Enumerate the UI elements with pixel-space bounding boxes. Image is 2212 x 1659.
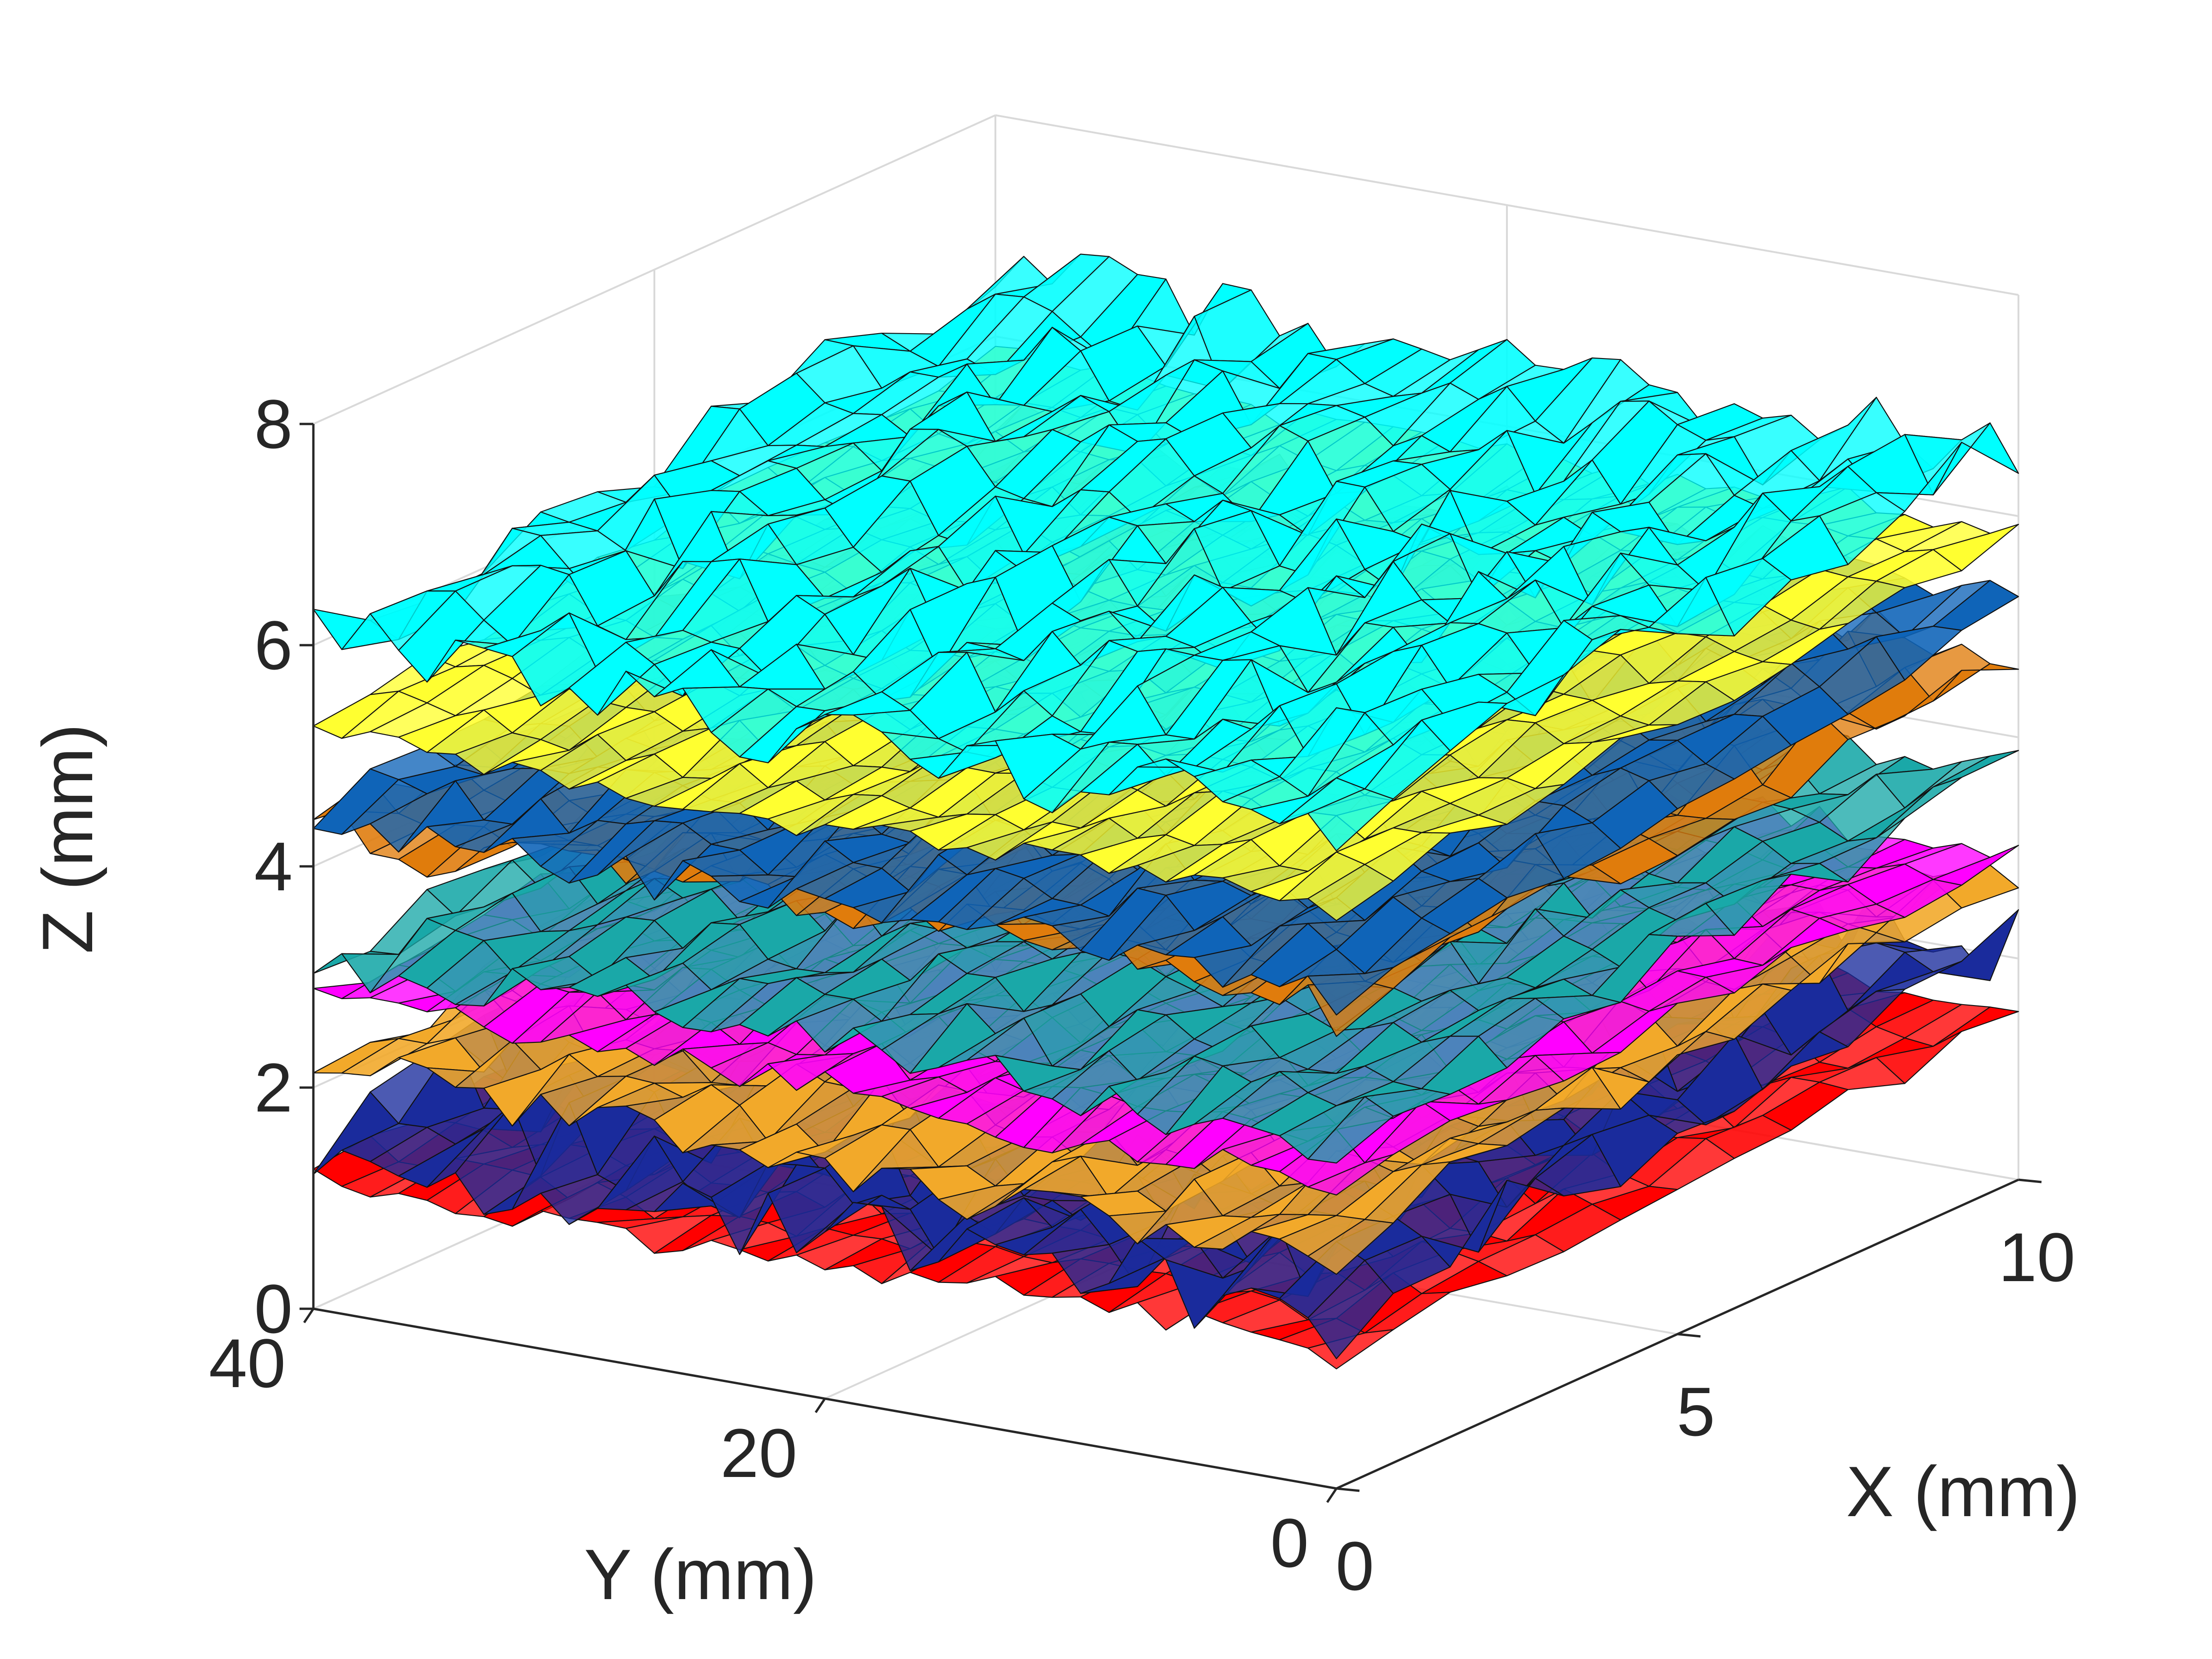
x-tick-label: 5 bbox=[1677, 1373, 1715, 1450]
surface-cell bbox=[1307, 788, 1394, 852]
surface-9 bbox=[312, 253, 2019, 852]
y-tick bbox=[303, 1308, 315, 1324]
surface-cell bbox=[1307, 1329, 1394, 1370]
surface-cell bbox=[1307, 864, 1394, 921]
surface-cell bbox=[1307, 1096, 1394, 1164]
z-tick-label: 6 bbox=[254, 606, 293, 684]
surface-cell bbox=[1307, 967, 1394, 1016]
axis-layer bbox=[300, 423, 2042, 1503]
x-tick bbox=[1677, 1333, 1701, 1338]
surface-cell bbox=[1307, 1259, 1394, 1359]
x-tick bbox=[2018, 1178, 2042, 1183]
surface-layer bbox=[312, 253, 2019, 1370]
x-tick bbox=[1336, 1487, 1360, 1492]
z-tick-label: 2 bbox=[254, 1049, 293, 1126]
y-axis-label: Y (mm) bbox=[584, 1535, 817, 1614]
z-tick-label: 8 bbox=[254, 385, 293, 463]
y-tick-label: 0 bbox=[1271, 1504, 1309, 1582]
z-tick-label: 4 bbox=[254, 828, 293, 905]
y-tick-label: 40 bbox=[209, 1324, 286, 1402]
x-tick-label: 0 bbox=[1335, 1527, 1374, 1605]
surface-cell bbox=[1307, 1219, 1394, 1275]
surface-cell bbox=[1307, 1154, 1394, 1196]
x-axis-label: X (mm) bbox=[1846, 1452, 2080, 1531]
z-axis-label: Z (mm) bbox=[28, 724, 107, 953]
y-tick-label: 20 bbox=[720, 1414, 797, 1492]
z-tick-label: 0 bbox=[254, 1270, 293, 1347]
x-tick-label: 10 bbox=[1999, 1218, 2076, 1296]
y-tick bbox=[814, 1398, 826, 1413]
y-tick bbox=[1326, 1488, 1338, 1503]
